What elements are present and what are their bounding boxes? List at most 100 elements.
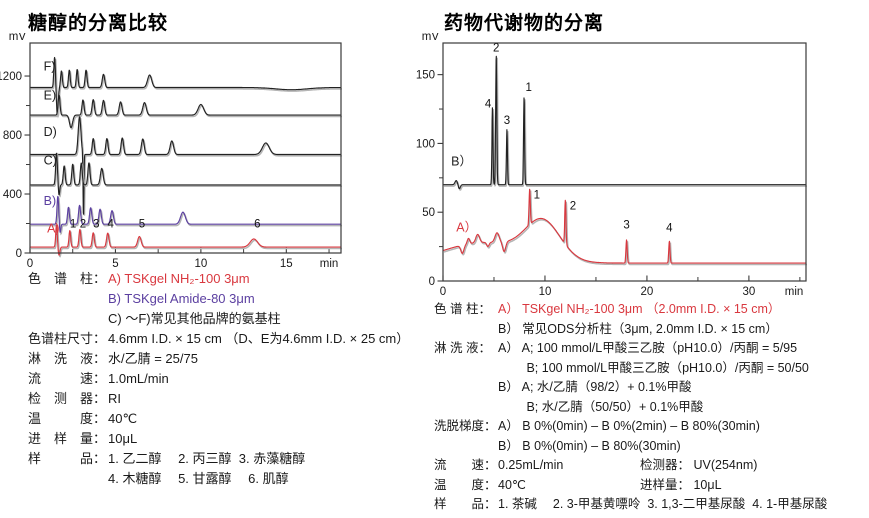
- trace-label-D): D): [44, 125, 57, 139]
- spec-row: 流 速： 1.0mL/min: [28, 369, 440, 389]
- spec-label: 进 样 量：: [28, 431, 107, 446]
- spec-label: 淋 洗 液：: [28, 351, 107, 366]
- x-tick-label: 0: [27, 258, 33, 270]
- spec-row: 温 度： 40℃ 进样量： 10μL: [434, 476, 866, 496]
- x-axis-unit: min: [320, 258, 339, 270]
- spec-value: 4.6mm I.D. × 15 cm （D、E为4.6mm I.D. × 25 …: [108, 331, 410, 346]
- trace-shadow-F): [30, 58, 342, 119]
- x-tick-label: 20: [641, 286, 654, 298]
- trace-B）: [442, 55, 807, 190]
- y-tick-label: 100: [416, 138, 435, 150]
- trace-A): [29, 224, 342, 256]
- spec-label: 样 品：: [28, 451, 107, 466]
- trace-A）: [442, 188, 807, 264]
- y-tick-label: 150: [416, 70, 435, 82]
- y-tick-label: 0: [16, 248, 22, 260]
- peak-number-label: 5: [139, 219, 145, 231]
- trace-E): [29, 94, 342, 129]
- spec-label: 检 测 器：: [28, 391, 107, 406]
- y-tick-label: 400: [3, 189, 22, 201]
- trace-B): [29, 195, 342, 233]
- spec-value: UV(254nm): [693, 458, 758, 472]
- trace-shadow-B）: [443, 57, 807, 191]
- trace-C): [29, 152, 342, 196]
- spec-row: 温 度： 40℃: [28, 409, 440, 429]
- peak-number-label: 1: [534, 189, 540, 201]
- peak-number-label: 4: [107, 219, 114, 231]
- left-chart-title: 糖醇的分离比较: [28, 13, 169, 34]
- x-tick-label: 10: [539, 286, 552, 298]
- trace-label-C): C): [44, 154, 57, 168]
- spec-row: B） 常见ODS分析柱（3μm, 2.0mm I.D. × 15 cm）: [434, 320, 866, 340]
- trace-label-A): A): [47, 221, 60, 235]
- peak-number-label: 4: [485, 99, 492, 111]
- spec-row: B） A; 水/乙腈（98/2）+ 0.1%甲酸: [434, 378, 866, 398]
- spec-label: 检测器：: [640, 458, 694, 472]
- peak-number-label: 2: [570, 200, 576, 212]
- trace-label-B）: B）: [451, 154, 472, 168]
- spec-label: 流 速：: [28, 371, 107, 386]
- spec-value: C) ～F)常见其他品牌的氨基柱: [108, 311, 281, 326]
- peak-number-label: 3: [504, 115, 510, 127]
- spec-label: 样 品：: [434, 497, 497, 511]
- x-tick-label: 5: [112, 258, 118, 270]
- spec-row: 样 品： 1. 乙二醇 2. 丙三醇 3. 赤藻糖醇: [28, 449, 440, 469]
- trace-label-B): B): [44, 194, 57, 208]
- spec-row: 淋 洗 液： 水/乙腈 = 25/75: [28, 349, 440, 369]
- spec-value: 1. 乙二醇 2. 丙三醇 3. 赤藻糖醇: [108, 451, 306, 466]
- trace-shadow-E): [30, 95, 342, 130]
- spec-label: 色 谱 柱：: [28, 271, 107, 286]
- spec-value: A） TSKgel NH₂-100 3μm （2.0mm I.D. × 15 c…: [498, 302, 781, 316]
- peak-number-label: 2: [80, 219, 86, 231]
- peak-number-label: 1: [525, 82, 531, 94]
- spec-label: 温 度：: [434, 477, 497, 492]
- peak-number-label: 3: [93, 219, 99, 231]
- spec-value: 40℃: [498, 477, 526, 492]
- trace-label-A）: A）: [456, 220, 477, 234]
- spec-value: B） A; 水/乙腈（98/2）+ 0.1%甲酸: [498, 380, 692, 394]
- x-tick-label: 0: [440, 286, 446, 298]
- spec-value: 0.25mL/min: [498, 458, 564, 472]
- y-tick-label: 1200: [0, 71, 22, 83]
- spec-row: 色 谱 柱： A) TSKgel NH₂-100 3μm: [28, 269, 440, 289]
- spec-value: 40℃: [108, 411, 138, 426]
- peak-number-label: 6: [254, 219, 260, 231]
- spec-value: 1. 茶碱 2. 3-甲基黄嘌呤 3. 1,3-二甲基尿酸 4. 1-甲基尿酸: [498, 497, 828, 511]
- spec-value: B） B 0%(0min) – B 80%(30min): [498, 438, 681, 453]
- y-tick-label: 50: [422, 207, 435, 219]
- trace-F): [29, 56, 342, 116]
- peak-number-label: 1: [70, 219, 76, 231]
- spec-value: B; 100 mmol/L甲酸三乙胺（pH10.0）/丙酮 = 50/50: [498, 360, 809, 375]
- trace-shadow-A): [30, 224, 342, 258]
- spec-row: C) ～F)常见其他品牌的氨基柱: [28, 309, 440, 329]
- spec-row: B) TSKgel Amide-80 3μm: [28, 289, 440, 309]
- trace-shadow-D): [30, 116, 342, 216]
- x-tick-label: 10: [194, 258, 207, 270]
- spec-label: 淋 洗 液：: [434, 341, 491, 355]
- plot-border: [442, 42, 807, 282]
- x-tick-label: 15: [280, 258, 293, 270]
- spec-value: A） A; 100 mmol/L甲酸三乙胺（pH10.0）/丙酮 = 5/95: [498, 341, 798, 355]
- plot-border: [29, 42, 342, 254]
- spec-label: 流 速：: [434, 458, 497, 472]
- spec-value: RI: [108, 391, 121, 406]
- trace-label-E): E): [44, 89, 57, 103]
- spec-row: 淋 洗 液： A） A; 100 mmol/L甲酸三乙胺（pH10.0）/丙酮 =…: [434, 339, 866, 359]
- x-axis-unit: min: [785, 286, 804, 298]
- spec-label: 进样量：: [640, 477, 694, 492]
- spec-row: 检 测 器： RI: [28, 389, 440, 409]
- spec-label: 温 度：: [28, 411, 107, 426]
- spec-value: B） 常见ODS分析柱（3μm, 2.0mm I.D. × 15 cm）: [498, 321, 778, 336]
- trace-shadow-B): [30, 196, 342, 236]
- spec-value: A) TSKgel NH₂-100 3μm: [108, 271, 250, 286]
- peak-number-label: 2: [493, 42, 499, 54]
- spec-value: B; 水/乙腈（50/50）+ 0.1%甲酸: [498, 399, 704, 414]
- y-axis-unit: mV: [422, 33, 440, 43]
- spec-row: 洗脱梯度： A） B 0%(0min) – B 0%(2min) – B 80%(…: [434, 417, 866, 437]
- spec-row: 流 速： 0.25mL/min 检测器： UV(254nm): [434, 456, 866, 476]
- trace-D): [29, 116, 342, 215]
- spec-value: 1.0mL/min: [108, 371, 169, 386]
